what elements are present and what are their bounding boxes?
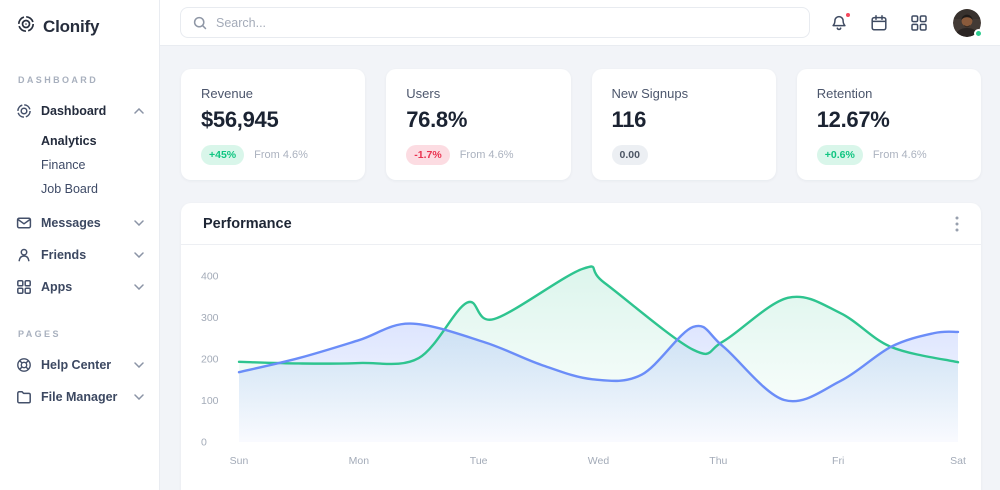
chevron-down-icon bbox=[134, 220, 144, 226]
chevron-down-icon bbox=[134, 362, 144, 368]
stat-note: From 4.6% bbox=[254, 149, 308, 161]
stats-row: Revenue $56,945 +45% From 4.6% Users 76.… bbox=[181, 69, 981, 180]
sidebar-item-label: Apps bbox=[41, 280, 73, 294]
sidebar-item-messages[interactable]: Messages bbox=[0, 207, 159, 239]
performance-card: Performance 0 100 200 300 400 Sun Mon Tue Wed Thu… bbox=[181, 203, 981, 490]
x-axis-tick: Tue bbox=[470, 455, 488, 467]
sidebar: Clonify DASHBOARD Dashboard Analytics Fi… bbox=[0, 0, 160, 490]
x-axis-tick: Wed bbox=[588, 455, 610, 467]
x-axis-tick: Thu bbox=[709, 455, 727, 467]
sidebar-item-finance[interactable]: Finance bbox=[41, 158, 86, 172]
chevron-up-icon bbox=[134, 108, 144, 114]
lifebuoy-icon bbox=[16, 357, 32, 373]
logo-icon bbox=[16, 14, 36, 39]
main-area: Revenue $56,945 +45% From 4.6% Users 76.… bbox=[160, 0, 1000, 490]
x-axis-tick: Sun bbox=[230, 455, 249, 467]
stat-label: Users bbox=[406, 86, 441, 101]
trend-badge: +45% bbox=[201, 145, 245, 165]
chart-title: Performance bbox=[203, 215, 292, 232]
series-blue-line bbox=[237, 322, 960, 403]
folder-icon bbox=[16, 389, 32, 405]
y-axis-tick: 0 bbox=[201, 437, 207, 449]
sidebar-item-label: File Manager bbox=[41, 390, 118, 404]
trend-badge: +0.6% bbox=[816, 145, 863, 165]
stat-label: Retention bbox=[816, 86, 873, 101]
calendar-icon bbox=[871, 14, 887, 31]
more-options-button[interactable] bbox=[955, 216, 959, 232]
stat-card-users[interactable]: Users 76.8% -1.7% From 4.6% bbox=[386, 69, 571, 180]
x-axis-tick: Fri bbox=[832, 455, 844, 467]
user-icon bbox=[16, 247, 32, 263]
stat-card-new-signups[interactable]: New Signups 116 0.00 bbox=[591, 69, 776, 180]
online-status-dot bbox=[974, 28, 983, 38]
logo-text: Clonify bbox=[43, 16, 100, 36]
sidebar-item-label: Dashboard bbox=[41, 104, 107, 118]
performance-chart[interactable]: 0 100 200 300 400 Sun Mon Tue Wed Thu Fri Sat bbox=[181, 245, 981, 490]
app-logo[interactable]: Clonify bbox=[0, 0, 159, 39]
mail-icon bbox=[16, 215, 32, 231]
search-icon bbox=[193, 16, 207, 30]
sidebar-item-file-manager[interactable]: File Manager bbox=[0, 381, 159, 413]
stat-note: From 4.6% bbox=[872, 149, 927, 161]
notification-dot bbox=[845, 11, 851, 18]
stat-value: 116 bbox=[611, 107, 647, 132]
section-label-dashboard: DASHBOARD bbox=[18, 75, 99, 85]
dashboard-icon bbox=[16, 103, 32, 119]
sidebar-item-friends[interactable]: Friends bbox=[0, 239, 159, 271]
stat-card-revenue[interactable]: Revenue $56,945 +45% From 4.6% bbox=[181, 69, 366, 180]
avatar-image bbox=[953, 8, 981, 37]
y-axis-tick: 100 bbox=[201, 395, 219, 407]
dashboard-subnav: Analytics Finance Job Board bbox=[41, 129, 159, 201]
stat-value: $56,945 bbox=[201, 107, 279, 132]
series-green-line bbox=[237, 265, 960, 366]
x-axis-tick: Mon bbox=[349, 455, 370, 467]
section-label-pages: PAGES bbox=[18, 329, 61, 339]
sidebar-item-label: Friends bbox=[41, 248, 87, 262]
calendar-button[interactable] bbox=[870, 14, 888, 32]
grid-icon bbox=[16, 279, 32, 295]
chevron-down-icon bbox=[134, 284, 144, 290]
series-blue-area bbox=[239, 323, 958, 442]
apps-grid-icon bbox=[911, 14, 927, 31]
y-axis-tick: 300 bbox=[201, 312, 219, 324]
trend-badge: 0.00 bbox=[611, 145, 648, 165]
y-axis-tick: 400 bbox=[201, 270, 219, 282]
x-axis-tick: Sat bbox=[950, 455, 966, 467]
stat-label: Revenue bbox=[201, 86, 254, 101]
y-axis-tick: 200 bbox=[201, 353, 219, 365]
stat-value: 76.8% bbox=[406, 107, 468, 132]
notifications-button[interactable] bbox=[830, 11, 851, 32]
sidebar-item-label: Messages bbox=[41, 216, 101, 230]
performance-card-header: Performance bbox=[181, 203, 981, 245]
stat-note: From 4.6% bbox=[459, 149, 514, 161]
chevron-down-icon bbox=[134, 252, 144, 258]
apps-launcher-button[interactable] bbox=[910, 14, 928, 32]
stat-card-retention[interactable]: Retention 12.67% +0.6% From 4.6% bbox=[796, 69, 981, 180]
chevron-down-icon bbox=[134, 394, 144, 400]
search-input[interactable] bbox=[216, 15, 797, 30]
bell-icon bbox=[832, 15, 846, 30]
topbar bbox=[160, 0, 1000, 46]
sidebar-item-analytics[interactable]: Analytics bbox=[41, 134, 97, 148]
sidebar-item-dashboard[interactable]: Dashboard bbox=[0, 95, 159, 127]
dashboard-content: Revenue $56,945 +45% From 4.6% Users 76.… bbox=[160, 46, 1000, 490]
search-box[interactable] bbox=[180, 7, 810, 38]
trend-badge: -1.7% bbox=[406, 145, 450, 165]
user-avatar[interactable] bbox=[953, 8, 983, 38]
sidebar-item-apps[interactable]: Apps bbox=[0, 271, 159, 303]
sidebar-item-label: Help Center bbox=[41, 358, 112, 372]
sidebar-item-help-center[interactable]: Help Center bbox=[0, 349, 159, 381]
stat-label: New Signups bbox=[611, 86, 689, 101]
stat-value: 12.67% bbox=[816, 107, 890, 132]
sidebar-item-job-board[interactable]: Job Board bbox=[41, 182, 98, 196]
kebab-icon bbox=[955, 216, 959, 231]
